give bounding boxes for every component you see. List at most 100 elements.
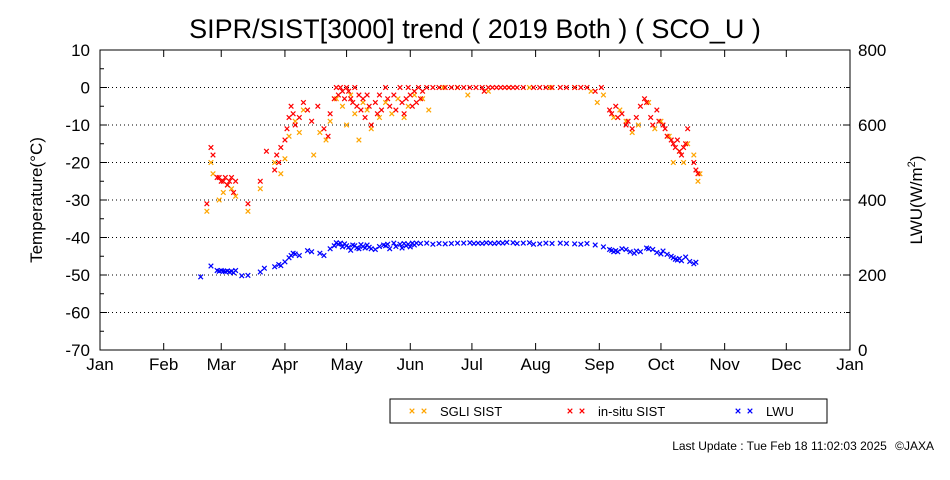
data-point xyxy=(387,103,393,109)
y2-tick-label: 800 xyxy=(858,41,886,60)
data-point xyxy=(220,189,227,196)
data-point xyxy=(526,240,533,246)
data-point xyxy=(598,84,605,91)
data-point xyxy=(697,171,703,177)
y2-axis-tick-labels: 800 600 400 200 0 xyxy=(858,41,886,360)
data-point xyxy=(654,107,660,113)
data-point xyxy=(341,96,348,102)
data-point xyxy=(670,159,677,166)
y-tick-label: -20 xyxy=(65,154,90,173)
data-point xyxy=(479,240,485,247)
data-point xyxy=(278,171,284,177)
data-point xyxy=(623,246,629,253)
data-point xyxy=(343,122,350,128)
data-point xyxy=(327,118,333,124)
data-point xyxy=(684,126,691,132)
data-point xyxy=(356,246,362,252)
data-point xyxy=(530,84,537,91)
data-point xyxy=(245,208,251,214)
data-point xyxy=(600,244,607,250)
data-point xyxy=(331,243,337,249)
legend-label: in-situ SIST xyxy=(598,404,665,419)
data-point xyxy=(600,92,607,98)
data-point xyxy=(224,182,231,188)
data-point xyxy=(345,88,352,94)
data-point xyxy=(510,240,516,246)
data-point xyxy=(637,103,644,109)
data-point xyxy=(220,178,227,184)
data-point xyxy=(660,122,666,128)
data-point xyxy=(327,111,333,117)
data-point xyxy=(672,144,679,151)
data-point xyxy=(208,159,214,166)
x-tick-label: Sep xyxy=(584,355,614,374)
data-point xyxy=(317,250,323,256)
data-point xyxy=(571,241,578,247)
data-point xyxy=(664,133,670,139)
y2-tick-label: 200 xyxy=(858,266,886,285)
data-point xyxy=(606,107,613,113)
data-point xyxy=(376,92,383,98)
data-point xyxy=(376,243,383,250)
data-point xyxy=(409,103,416,109)
data-point xyxy=(543,84,549,91)
data-point xyxy=(454,240,461,246)
data-point xyxy=(304,247,311,254)
data-point xyxy=(592,88,598,94)
data-point xyxy=(204,201,210,207)
data-point xyxy=(417,240,424,247)
data-point xyxy=(547,84,553,91)
data-point xyxy=(273,152,280,158)
data-point xyxy=(354,103,360,109)
x-tick-label: Oct xyxy=(648,355,675,374)
y-axis-label: Temperature(°C) xyxy=(27,137,46,263)
data-point xyxy=(407,244,413,250)
data-point xyxy=(411,88,418,94)
data-point xyxy=(485,84,492,91)
data-point xyxy=(658,251,664,257)
data-point xyxy=(393,243,399,250)
data-point xyxy=(214,174,220,181)
data-point xyxy=(407,92,413,98)
data-point xyxy=(674,137,681,143)
data-point xyxy=(419,88,426,94)
data-point xyxy=(650,122,656,128)
data-point xyxy=(430,84,436,91)
data-point xyxy=(687,258,693,265)
x-tick-label: Aug xyxy=(520,355,550,374)
legend-marker xyxy=(735,408,741,414)
x-tick-label: Jan xyxy=(86,355,113,374)
data-point xyxy=(413,99,420,106)
data-point xyxy=(448,240,455,247)
data-point xyxy=(493,84,500,91)
data-point xyxy=(656,118,662,124)
data-point xyxy=(230,189,237,196)
data-point xyxy=(393,107,399,113)
data-point xyxy=(395,96,401,102)
data-point xyxy=(650,246,656,253)
data-point xyxy=(315,103,321,109)
legend-box xyxy=(389,398,828,424)
data-point xyxy=(382,99,389,106)
data-point xyxy=(347,247,354,253)
data-point xyxy=(504,239,510,246)
data-point xyxy=(502,84,508,91)
data-point xyxy=(543,240,549,246)
data-point xyxy=(695,178,701,184)
copyright-text: ©JAXA xyxy=(895,439,934,453)
data-point xyxy=(368,122,374,128)
data-point xyxy=(678,152,685,158)
data-point xyxy=(448,84,455,91)
data-point xyxy=(391,240,397,246)
data-point xyxy=(356,137,362,143)
y2-axis-label: LWU(W/m2) xyxy=(906,156,926,245)
data-point xyxy=(378,107,385,113)
data-point xyxy=(584,240,590,247)
data-point xyxy=(399,99,405,106)
data-point xyxy=(633,114,640,121)
legend-marker xyxy=(579,408,585,414)
data-point xyxy=(423,240,430,246)
legend: SGLI SIST in-situ SIST LWU xyxy=(389,398,828,424)
data-point xyxy=(284,126,290,132)
data-point xyxy=(436,84,442,91)
